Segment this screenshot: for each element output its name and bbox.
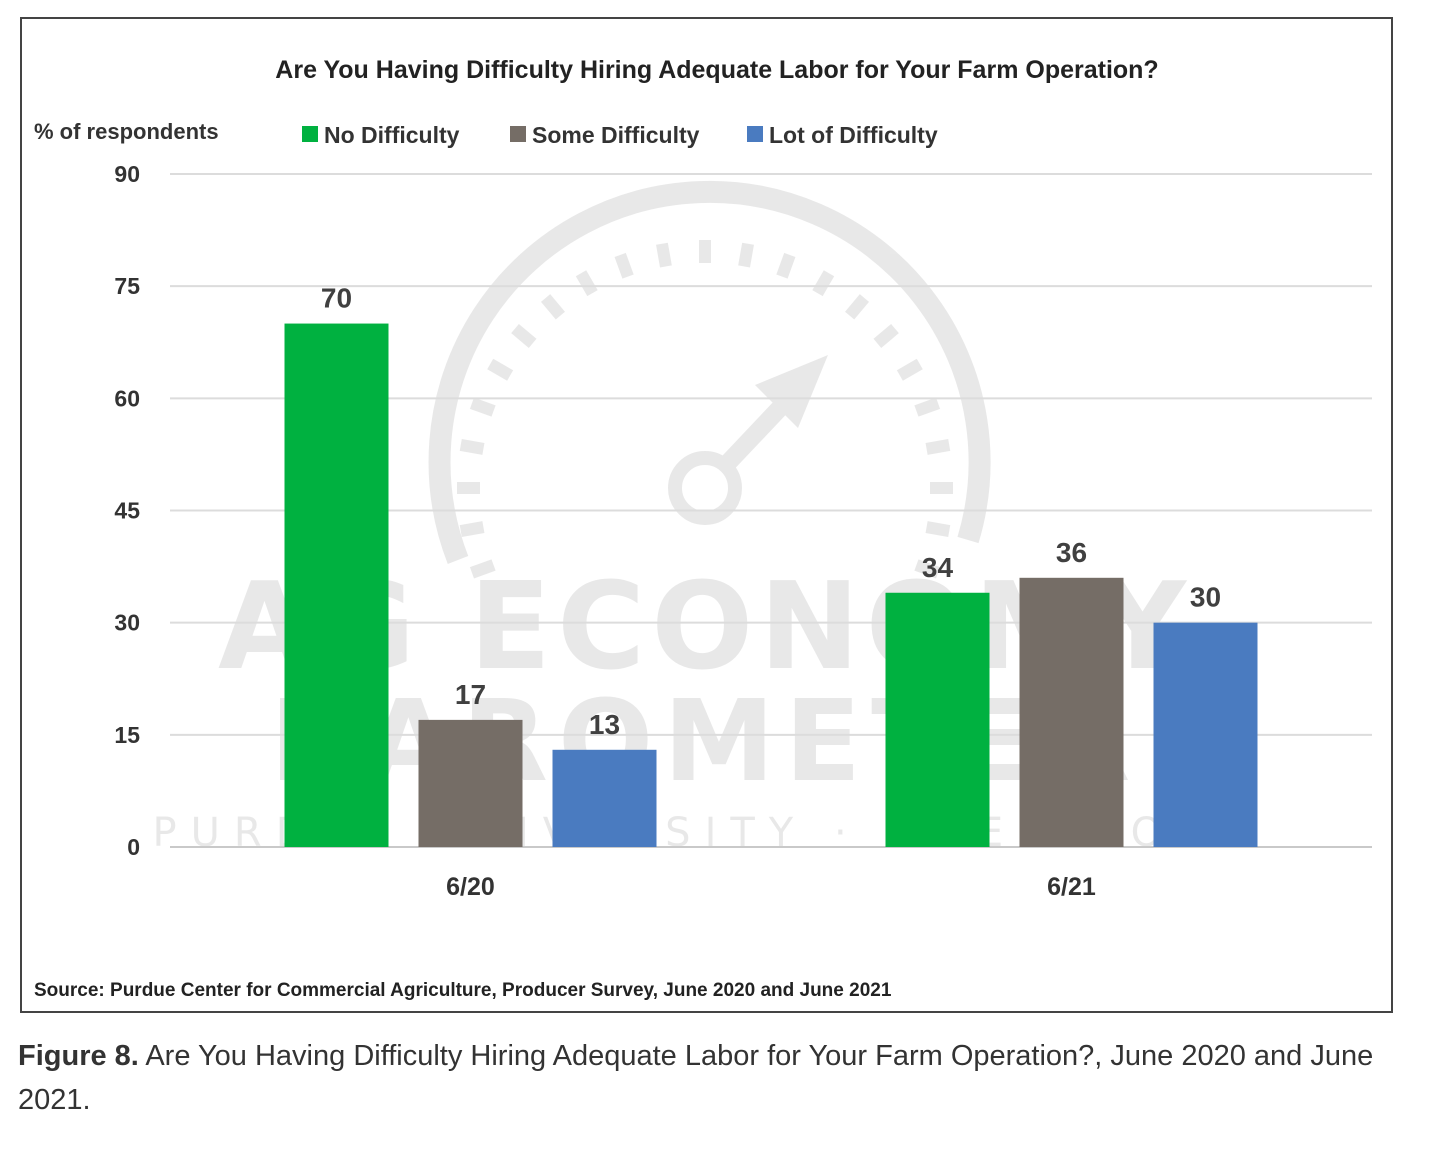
watermark-gauge-hub: [668, 451, 742, 525]
y-tick-label: 60: [114, 385, 140, 411]
watermark-gauge-tick: [469, 397, 496, 417]
watermark-gauge-arrowhead: [755, 355, 828, 428]
legend-swatch: [747, 126, 763, 142]
y-axis-ticks: 0 15 30 45 60 75 90: [114, 161, 140, 860]
watermark-gauge-tick: [776, 252, 796, 279]
watermark-gauge-tick: [925, 439, 951, 455]
watermark-gauge-tick: [614, 252, 634, 279]
bars: [284, 323, 1258, 847]
x-axis-ticks: 6/20 6/21: [446, 873, 1096, 901]
watermark-gauge-tick: [873, 323, 899, 348]
x-tick-label: 6/20: [446, 873, 495, 901]
legend-swatch: [302, 126, 318, 142]
legend-swatch: [510, 126, 526, 142]
source-note: Source: Purdue Center for Commercial Agr…: [34, 980, 892, 1001]
chart: AG ECONOMY BAROMETER PURDUE UNIVERSITY ·…: [34, 56, 1372, 1001]
watermark-gauge-tick: [656, 242, 672, 268]
y-tick-label: 45: [114, 498, 140, 524]
data-label: 17: [455, 679, 486, 710]
data-label: 34: [922, 552, 954, 583]
watermark-gauge-tick: [914, 397, 941, 417]
watermark-gauge-tick: [914, 559, 941, 579]
y-tick-label: 0: [127, 834, 140, 860]
data-label: 36: [1056, 537, 1087, 568]
y-tick-label: 90: [114, 161, 140, 187]
bar: [1153, 622, 1258, 847]
data-labels: 70 17 13 34 36 30: [321, 283, 1221, 740]
legend: No Difficulty Some Difficulty Lot of Diffi…: [302, 122, 938, 148]
watermark-gauge-needle: [718, 385, 802, 473]
watermark-gauge-tick: [540, 294, 565, 320]
legend-label: Lot of Difficulty: [769, 122, 938, 148]
watermark-gauge-tick: [738, 242, 754, 268]
legend-label: No Difficulty: [324, 122, 460, 148]
figure-caption: Figure 8. Are You Having Difficulty Hiri…: [18, 1034, 1398, 1122]
watermark-gauge-tick: [812, 270, 835, 297]
watermark-gauge-arc: [428, 180, 991, 564]
bar: [284, 323, 389, 847]
watermark-gauge-tick: [575, 270, 598, 297]
legend-label: Some Difficulty: [532, 122, 700, 148]
y-axis-label: % of respondents: [34, 119, 219, 144]
chart-title: Are You Having Difficulty Hiring Adequat…: [275, 56, 1158, 84]
watermark-gauge-tick: [511, 323, 537, 348]
watermark-gauge-tick: [487, 358, 514, 381]
y-tick-label: 30: [114, 610, 140, 636]
data-label: 30: [1190, 582, 1221, 613]
data-label: 70: [321, 283, 352, 314]
watermark-gauge-tick: [845, 294, 870, 320]
bar: [552, 749, 657, 847]
watermark-gauge-tick: [896, 358, 923, 381]
bar: [885, 592, 990, 847]
caption-label: Figure 8.: [18, 1040, 139, 1072]
data-label: 13: [589, 709, 620, 740]
y-tick-label: 15: [114, 722, 140, 748]
bar: [1019, 577, 1124, 847]
watermark-line-2: BAROMETER: [270, 677, 1141, 807]
caption-text: Are You Having Difficulty Hiring Adequat…: [18, 1040, 1374, 1116]
watermark-gauge-tick: [459, 439, 485, 455]
y-tick-label: 75: [114, 273, 140, 299]
watermark-gauge-tick: [925, 521, 951, 537]
watermark-gauge-tick: [459, 521, 485, 537]
watermark-gauge-tick: [469, 559, 496, 579]
x-tick-label: 6/21: [1047, 873, 1096, 901]
bar: [418, 719, 523, 847]
